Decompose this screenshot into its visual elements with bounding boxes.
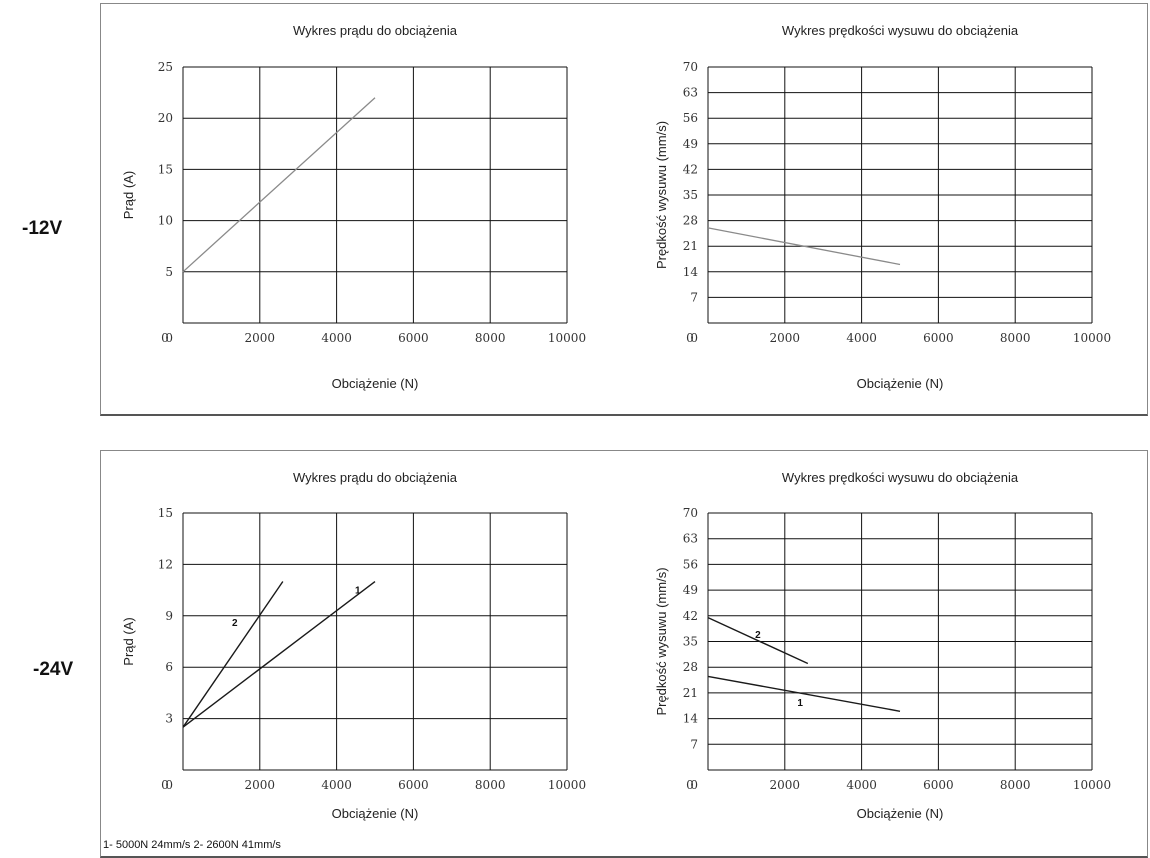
chart3-ylabel: Prąd (A) — [121, 617, 136, 665]
chart2-title: Wykres prędkości wysuwu do obciążenia — [782, 23, 1019, 38]
chart2-xtick-label: 0 — [686, 331, 694, 345]
chart1-title: Wykres prądu do obciążenia — [293, 23, 458, 38]
chart3-series-1-line — [182, 580, 376, 728]
chart3-xtick-label: 6000 — [398, 778, 429, 792]
chart1-ytick-label: 15 — [158, 162, 173, 176]
chart2-ytick-label: 56 — [683, 111, 698, 125]
chart4-series-1-label: 1 — [797, 698, 803, 709]
chart3-ytick-label: 3 — [165, 712, 173, 726]
voltage-label-24v: -24V — [33, 659, 74, 680]
series-footnote: 1- 5000N 24mm/s 2- 2600N 41mm/s — [103, 839, 281, 851]
chart4-ytick-label: 7 — [690, 737, 698, 751]
chart3-title: Wykres prądu do obciążenia — [293, 470, 458, 485]
chart2-series-1-line — [707, 227, 901, 266]
chart1-ytick-label: 0 — [165, 331, 173, 345]
chart4-series-2-line — [707, 616, 809, 665]
chart4-series-2-label: 2 — [755, 630, 761, 641]
chart4-series-1-line — [707, 675, 901, 712]
chart1-ytick-label: 10 — [158, 214, 173, 228]
chart1-xtick-label: 6000 — [398, 331, 429, 345]
chart4-xtick-label: 10000 — [1073, 778, 1111, 792]
chart4-ytick-label: 21 — [683, 686, 698, 700]
chart4-xtick-label: 4000 — [846, 778, 877, 792]
chart4-xtick-label: 6000 — [923, 778, 954, 792]
chart2-ytick-label: 0 — [690, 331, 698, 345]
chart1-xtick-label: 8000 — [475, 331, 506, 345]
chart4-ylabel: Prędkość wysuwu (mm/s) — [654, 567, 669, 715]
chart1-ytick-label: 5 — [165, 265, 173, 279]
chart4-ytick-label: 70 — [683, 506, 698, 520]
chart3-ytick-label: 9 — [165, 609, 173, 623]
chart2-xtick-label: 4000 — [846, 331, 877, 345]
chart3-ytick-label: 6 — [165, 660, 173, 674]
chart1-xtick-label: 2000 — [245, 331, 276, 345]
chart4-ytick-label: 56 — [683, 557, 698, 571]
chart1-xtick-label: 10000 — [548, 331, 586, 345]
chart2-ytick-label: 70 — [683, 60, 698, 74]
panel-12v — [100, 3, 1148, 416]
chart4-ytick-label: 42 — [683, 609, 698, 623]
chart3-xtick-label: 4000 — [321, 778, 352, 792]
chart4-ytick-label: 35 — [683, 635, 698, 649]
chart2-xlabel: Obciążenie (N) — [857, 376, 944, 391]
chart2-ytick-label: 42 — [683, 162, 698, 176]
chart4-xlabel: Obciążenie (N) — [857, 806, 944, 821]
chart4-title: Wykres prędkości wysuwu do obciążenia — [782, 470, 1019, 485]
chart1-xlabel: Obciążenie (N) — [332, 376, 419, 391]
chart1-ytick-label: 20 — [158, 111, 173, 125]
chart4-ytick-label: 0 — [690, 778, 698, 792]
chart4-ytick-label: 14 — [683, 712, 699, 726]
chart2-xtick-label: 2000 — [770, 331, 801, 345]
chart3-ytick-label: 15 — [158, 506, 173, 520]
chart3-xtick-label: 8000 — [475, 778, 506, 792]
chart3-ytick-label: 0 — [165, 778, 173, 792]
voltage-label-12v: -12V — [22, 218, 63, 239]
chart2-ytick-label: 7 — [690, 290, 698, 304]
chart2-ytick-label: 14 — [683, 265, 699, 279]
chart4-ytick-label: 63 — [683, 532, 698, 546]
chart3-xtick-label: 0 — [161, 778, 169, 792]
chart1-ytick-label: 25 — [158, 60, 173, 74]
chart4-xtick-label: 8000 — [1000, 778, 1031, 792]
chart3-xtick-label: 10000 — [548, 778, 586, 792]
chart2-xtick-label: 10000 — [1073, 331, 1111, 345]
chart1-xtick-label: 4000 — [321, 331, 352, 345]
chart4-ytick-label: 28 — [683, 660, 698, 674]
chart4-ytick-label: 49 — [683, 583, 698, 597]
chart3-series-2-line — [182, 581, 284, 728]
chart2-ylabel: Prędkość wysuwu (mm/s) — [654, 121, 669, 269]
chart2-xtick-label: 8000 — [1000, 331, 1031, 345]
chart2-xtick-label: 6000 — [923, 331, 954, 345]
chart3-ytick-label: 12 — [158, 557, 173, 571]
chart2-ytick-label: 63 — [683, 86, 698, 100]
chart1-xtick-label: 0 — [161, 331, 169, 345]
panel-24v — [100, 450, 1148, 858]
chart4-xtick-label: 0 — [686, 778, 694, 792]
chart2-ytick-label: 35 — [683, 188, 698, 202]
chart1-series-1-line — [182, 97, 376, 273]
chart2-ytick-label: 21 — [683, 239, 698, 253]
chart2-ytick-label: 28 — [683, 214, 698, 228]
chart1-ylabel: Prąd (A) — [121, 171, 136, 219]
chart2-ytick-label: 49 — [683, 137, 698, 151]
chart3-xlabel: Obciążenie (N) — [332, 806, 419, 821]
chart4-xtick-label: 2000 — [770, 778, 801, 792]
chart3-series-2-label: 2 — [232, 618, 238, 629]
chart3-xtick-label: 2000 — [245, 778, 276, 792]
chart3-series-1-label: 1 — [355, 586, 361, 597]
